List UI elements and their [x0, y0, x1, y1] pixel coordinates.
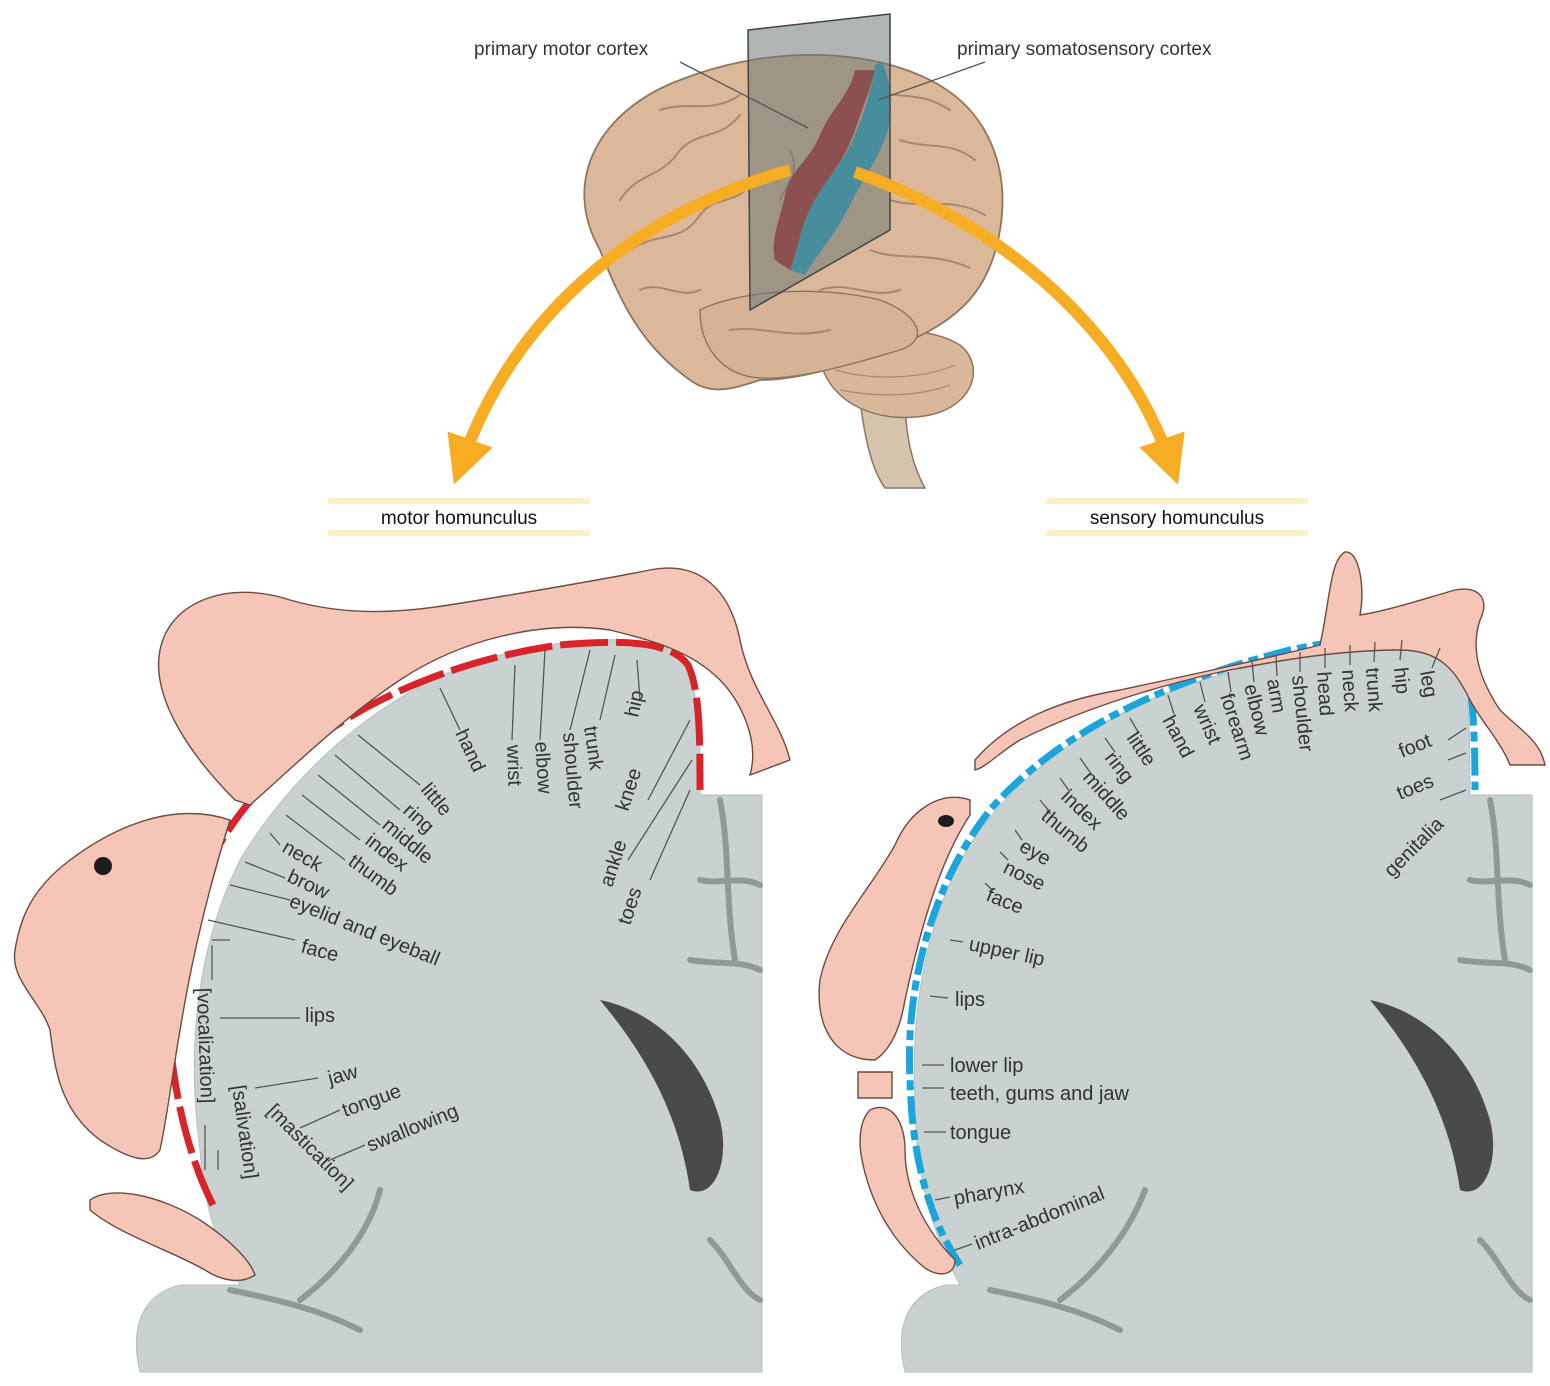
sensory-label-teeth: teeth, gums and jaw: [950, 1083, 1130, 1105]
motor-title: motor homunculus: [381, 508, 537, 529]
sensory-label-lower-lip: lower lip: [950, 1055, 1023, 1077]
sensory-label-trunk: trunk: [1361, 667, 1386, 714]
motor-panel: motor homunculus: [13, 498, 791, 1373]
motor-cortex-label: primary motor cortex: [474, 39, 649, 60]
sensory-homunculus-body: [974, 551, 1546, 771]
motor-ventricle: [600, 1000, 724, 1192]
motor-label-lips: lips: [305, 1005, 335, 1027]
motor-homunculus-tongue: [89, 1192, 256, 1282]
sensory-ventricle: [1370, 1000, 1494, 1192]
motor-label-hip: hip: [621, 688, 648, 719]
sensory-panel: sensory homunculus: [818, 498, 1546, 1373]
sensory-homunculus-tongue: [859, 1106, 956, 1275]
sensory-label-tongue: tongue: [950, 1122, 1011, 1144]
section-plane: [747, 13, 891, 312]
sensory-homunculus-teeth: [857, 1071, 893, 1099]
motor-label-wrist: wrist: [502, 743, 525, 786]
sensory-leader-lines: [922, 639, 1467, 1251]
sensory-label-leg: leg: [1415, 669, 1441, 699]
brain-stem: [859, 394, 927, 489]
motor-bracket-vocalization: [vocalization]: [192, 987, 218, 1103]
sensory-label-hip: hip: [1389, 666, 1414, 695]
somatosensory-cortex-label: primary somatosensory cortex: [957, 39, 1212, 60]
sensory-title: sensory homunculus: [1090, 508, 1264, 529]
sensory-homunculus-eye: [938, 815, 954, 827]
motor-homunculus-hand: [157, 567, 791, 806]
sensory-label-head: head: [1312, 671, 1337, 717]
motor-homunculus-eye: [94, 857, 112, 875]
motor-leader-lines: [204, 649, 693, 1170]
arrow-to-sensory: [852, 166, 1185, 485]
temporal-lobe: [699, 290, 919, 379]
brain-illustration: [583, 13, 1004, 489]
motor-label-elbow: elbow: [530, 741, 556, 795]
motor-homunculus-face: [13, 812, 231, 1160]
arrow-to-motor: [447, 164, 792, 485]
motor-brain-tissue: [135, 639, 763, 1373]
sensory-label-lips: lips: [955, 989, 985, 1011]
sensory-homunculus-face: [818, 796, 971, 1061]
sensory-label-neck: neck: [1337, 669, 1362, 714]
